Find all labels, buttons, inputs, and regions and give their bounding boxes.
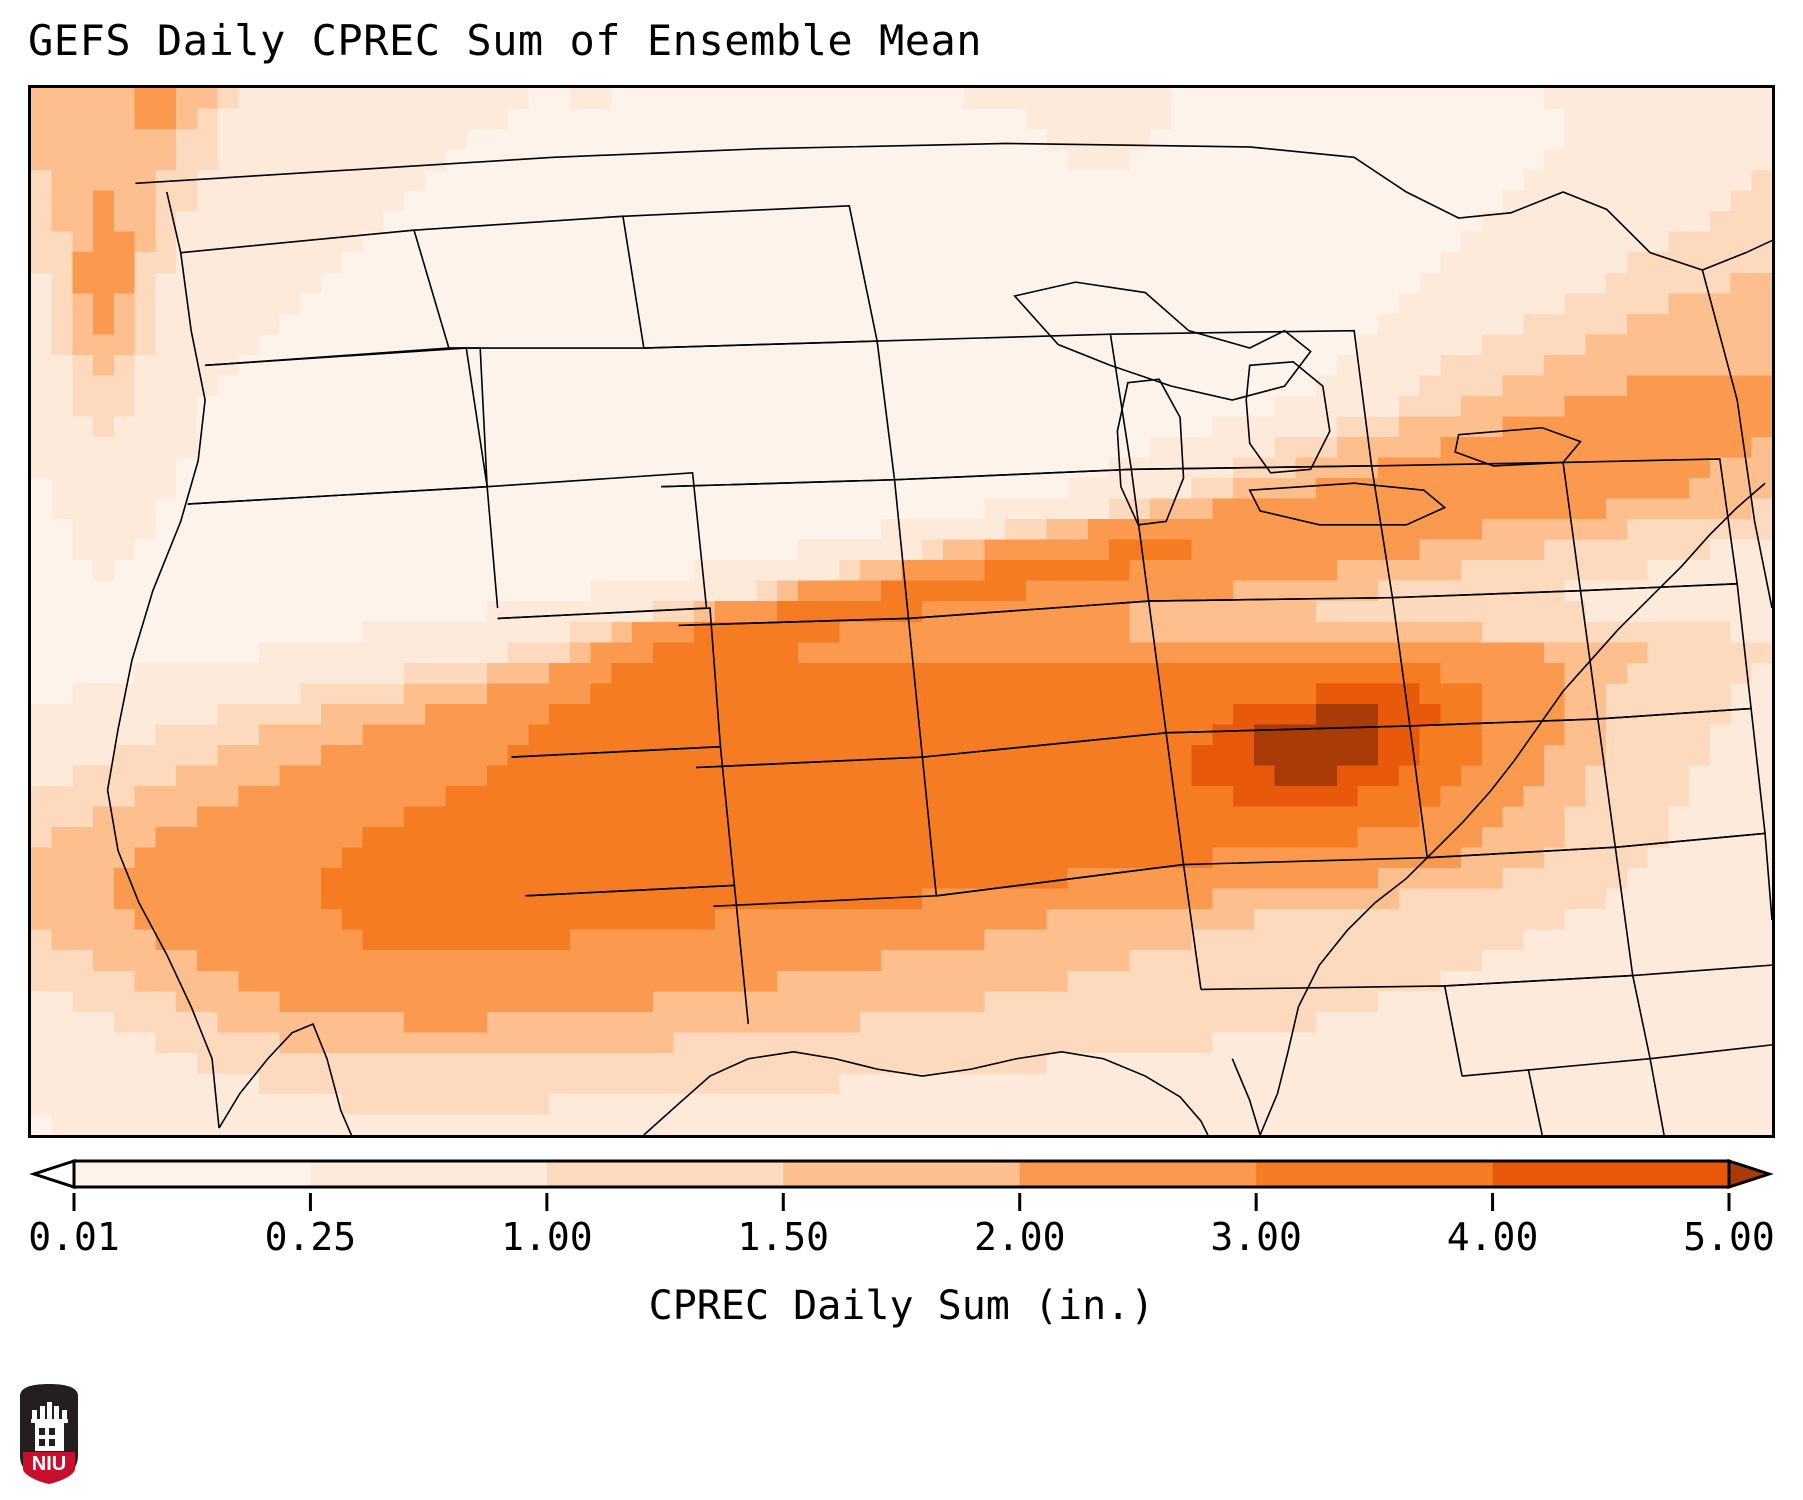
colorbar-svg <box>29 1158 1774 1211</box>
colorbar-tick-label: 1.00 <box>501 1215 593 1259</box>
colorbar-segment <box>310 1161 548 1187</box>
castle-windows <box>39 1428 55 1446</box>
niu-logo: NIU <box>16 1382 82 1486</box>
colorbar-outline <box>72 1159 1731 1189</box>
colorbar-tick-label: 5.00 <box>1683 1215 1775 1259</box>
niu-banner <box>23 1452 75 1484</box>
colorbar-segment <box>1492 1161 1730 1187</box>
colorbar-segment <box>783 1161 1021 1187</box>
colorbar-tick-label: 0.25 <box>264 1215 357 1259</box>
castle-icon <box>31 1402 68 1451</box>
colorbar-segment <box>546 1161 784 1187</box>
colorbar-tick-label: 0.01 <box>28 1215 120 1259</box>
colorbar-tick-label: 1.50 <box>737 1215 830 1259</box>
colorbar-segment <box>1256 1161 1494 1187</box>
colorbar-segment <box>1019 1161 1257 1187</box>
colorbar[interactable] <box>28 1155 1775 1215</box>
map-clip <box>31 88 1772 1135</box>
colorbar-tick-labels: 0.01 0.25 1.00 1.50 2.00 3.00 4.00 5.00 <box>28 1215 1775 1265</box>
precipitation-grid-layer <box>31 88 1772 1135</box>
colorbar-tick-label: 3.00 <box>1210 1215 1302 1259</box>
niu-logo-svg: NIU <box>20 1384 78 1484</box>
colorbar-tick-label: 4.00 <box>1446 1215 1539 1259</box>
precipitation-heatmap-canvas <box>31 88 1772 1135</box>
colorbar-axis-label: CPREC Daily Sum (in.) <box>648 1283 1155 1329</box>
colorbar-over-arrow <box>1727 1158 1774 1190</box>
colorbar-segment <box>74 1161 312 1187</box>
map-panel[interactable]: Valid: 2025-03-26 12:00 UTC to 2025-03-2… <box>28 85 1775 1138</box>
page-title: GEFS Daily CPREC Sum of Ensemble Mean <box>28 16 983 65</box>
colorbar-tick-label: 2.00 <box>973 1215 1066 1259</box>
colorbar-under-arrow <box>29 1158 76 1190</box>
niu-banner-text: NIU <box>32 1453 66 1475</box>
